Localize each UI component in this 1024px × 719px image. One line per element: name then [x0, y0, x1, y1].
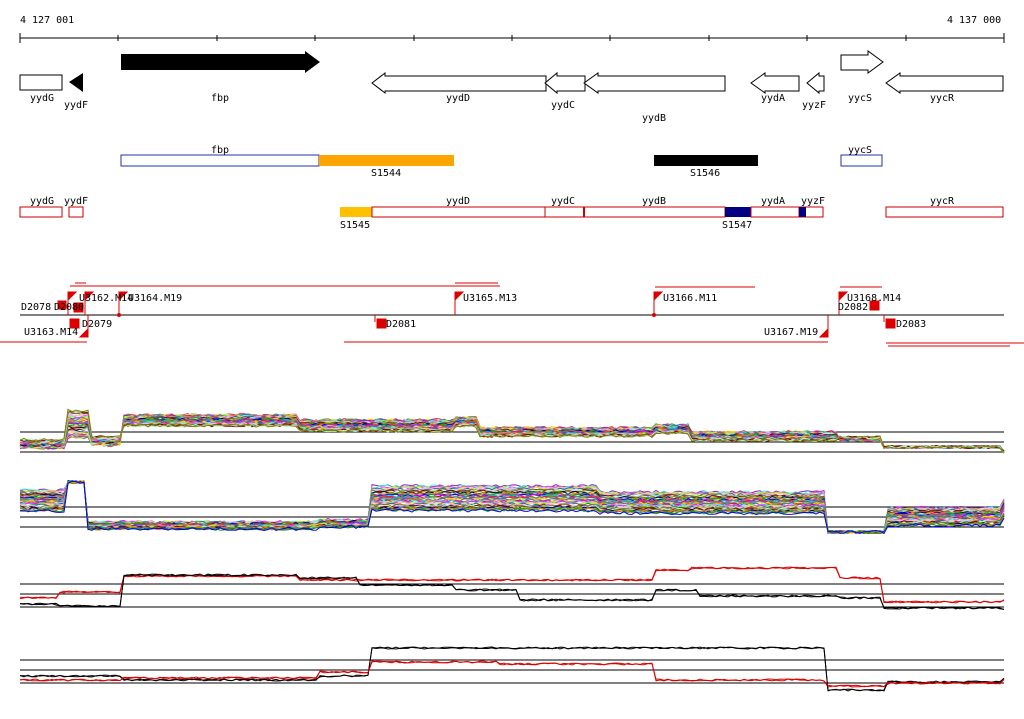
profile-line-black	[19, 573, 1005, 610]
segment-yydC[interactable]: yydC	[544, 196, 585, 218]
forward-segment-track: fbp S1544 S1546 yycS	[120, 145, 883, 179]
segment-label: yydC	[551, 196, 575, 207]
segment-label: yyzF	[801, 196, 825, 207]
segment-label: fbp	[211, 145, 229, 156]
segment-S1547[interactable]: S1547	[722, 207, 752, 231]
gene-track: yydG yydF fbp yydD yydC yydB yydA yyzF	[19, 50, 1004, 124]
segment-yyzF[interactable]: yyzF	[798, 196, 825, 218]
profile-line-red	[19, 660, 1005, 688]
gene-yydF[interactable]: yydF	[64, 73, 88, 111]
gene-yydG[interactable]: yydG	[19, 74, 63, 104]
promoter-label-U3163: U3163.M14	[24, 327, 78, 338]
promoter-label-D2079: D2079	[82, 319, 112, 330]
coordinate-ruler: 4 127 001 4 137 000	[19, 15, 1005, 43]
segment-S1544[interactable]: S1544	[319, 155, 454, 179]
gene-label: yyzF	[802, 100, 826, 111]
segment-yycR[interactable]: yycR	[885, 196, 1004, 218]
segment-yydA[interactable]: yydA	[750, 196, 800, 218]
segment-label: yycS	[848, 145, 872, 156]
gene-label: fbp	[211, 93, 229, 104]
gene-label: yydD	[446, 93, 470, 104]
gene-label: yydF	[64, 100, 88, 111]
profile-line-black	[19, 646, 1005, 692]
promoter-label-U3162: U3162.M14	[79, 293, 133, 304]
segment-label: yycR	[930, 196, 955, 207]
profile-line	[19, 408, 1005, 453]
segment-S1546[interactable]: S1546	[654, 155, 758, 179]
promoter-label-D2078: D2078	[21, 302, 51, 313]
promoter-label-U3167: U3167.M19	[764, 327, 818, 338]
gene-yydB[interactable]: yydB	[583, 72, 726, 124]
gene-yycS[interactable]: yycS	[840, 50, 884, 104]
segment-yycS[interactable]: yycS	[840, 145, 883, 167]
segment-label: yydB	[642, 196, 666, 207]
promoter-label-U3165: U3165.M13	[463, 293, 517, 304]
gene-label: yycR	[930, 93, 955, 104]
segment-S1545[interactable]: S1545	[340, 207, 372, 231]
gene-label: yydB	[642, 113, 666, 124]
expression-panel-reverse-multi	[19, 479, 1005, 535]
expression-panel-forward-multi	[19, 408, 1005, 454]
expression-panel-reverse-summary	[19, 646, 1005, 692]
expression-panel-forward-summary	[19, 566, 1005, 610]
gene-yydC[interactable]: yydC	[544, 71, 586, 111]
gene-yydD[interactable]: yydD	[371, 71, 547, 104]
segment-yydF[interactable]: yydF	[64, 196, 88, 218]
promoter-label-U3166: U3166.M11	[663, 293, 717, 304]
segment-label: S1547	[722, 220, 752, 231]
promoter-track: D2078 D2080 U3162.M14 U3164.M19 U3165.M1…	[0, 282, 1024, 347]
segment-yydD[interactable]: yydD	[371, 196, 546, 218]
profile-line-black	[19, 573, 1005, 610]
gene-fbp[interactable]: fbp	[121, 51, 320, 104]
promoter-label-U3168: U3168.M14	[847, 293, 901, 304]
segment-yydG[interactable]: yydG	[19, 196, 63, 218]
profile-line	[19, 480, 1005, 535]
profile-line-black	[19, 646, 1005, 692]
segment-label: S1544	[371, 168, 401, 179]
segment-label: yydD	[446, 196, 470, 207]
gene-yycR[interactable]: yycR	[885, 72, 1004, 104]
reverse-segment-track: yydG yydF S1545 yydD yydC yydB S1547	[19, 196, 1004, 231]
promoter-label-D2082: D2082	[838, 302, 868, 313]
promoter-label-D2080: D2080	[54, 302, 84, 313]
segment-label: yydF	[64, 196, 88, 207]
promoter-markers	[57, 291, 896, 338]
upper-extent-lines	[70, 282, 882, 288]
gene-label: yydC	[551, 100, 575, 111]
segment-label: yydG	[30, 196, 54, 207]
gene-label: yycS	[848, 93, 872, 104]
gene-yyzF[interactable]: yyzF	[802, 71, 826, 111]
lower-extent-lines	[0, 341, 1024, 347]
ruler-start-label: 4 127 001	[20, 15, 74, 26]
gene-yydA[interactable]: yydA	[750, 72, 800, 104]
promoter-label-D2081: D2081	[386, 319, 416, 330]
segment-fbp[interactable]: fbp	[120, 145, 320, 167]
ruler-end-label: 4 137 000	[947, 15, 1001, 26]
promoter-label-D2083: D2083	[896, 319, 926, 330]
segment-label: S1546	[690, 168, 720, 179]
segment-yydB[interactable]: yydB	[583, 196, 726, 218]
segment-label: yydA	[761, 196, 785, 207]
promoter-label-U3164: U3164.M19	[128, 293, 182, 304]
segment-label: S1545	[340, 220, 370, 231]
gene-label: yydG	[30, 93, 54, 104]
gene-label: yydA	[761, 93, 785, 104]
